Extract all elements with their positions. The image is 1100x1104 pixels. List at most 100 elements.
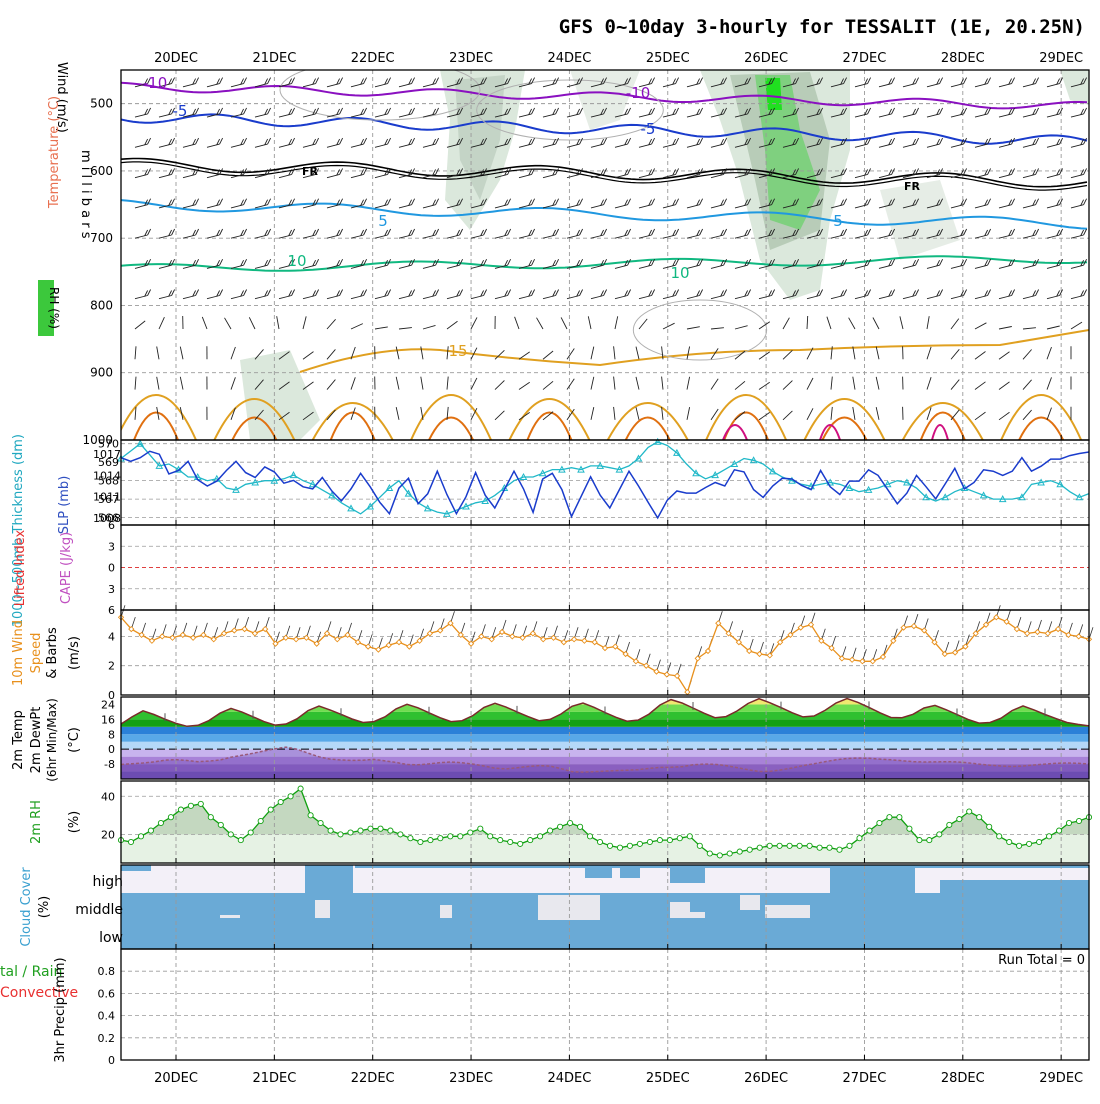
wind-barb-feather (556, 259, 559, 265)
wind-barb (975, 114, 988, 117)
wind-barb-feather (268, 138, 271, 144)
wind-barb (231, 144, 244, 147)
wind-barb-feather (940, 259, 943, 265)
wind-barb (543, 174, 556, 177)
wind-barb-feather (268, 199, 271, 205)
wind-barb (687, 377, 690, 390)
wind-speed-point (664, 672, 669, 677)
wind-barb (183, 84, 196, 87)
wind-barb (975, 174, 988, 177)
wind-barb (423, 235, 436, 238)
wind-barb (639, 205, 652, 208)
rh-point (597, 839, 602, 844)
precip-tick: 0.8 (98, 965, 116, 978)
rh-point (438, 836, 443, 841)
wind-barb (975, 323, 986, 329)
wind-barb (999, 114, 1012, 117)
rh-point (188, 803, 193, 808)
slp-axis-label: SLP (mb) (57, 476, 72, 535)
wind-speed-point (572, 637, 577, 642)
wind-barb-feather (1084, 108, 1087, 114)
wind-barb (711, 296, 724, 299)
rh-point (268, 807, 273, 812)
wind-barb-feather (892, 290, 895, 296)
wind-barb-feather (220, 108, 223, 114)
wind-barb (927, 377, 931, 389)
wind-barb (1071, 174, 1084, 177)
wind-barb (135, 235, 148, 238)
wind-barb (879, 144, 892, 147)
wind-barb (1047, 114, 1060, 117)
wind-barb (375, 144, 388, 147)
wind-barb (711, 265, 724, 268)
wind-barb (1047, 408, 1052, 420)
precip-tick: 0.6 (98, 987, 116, 1000)
wind-barb (591, 377, 594, 390)
wind-barb (471, 235, 484, 238)
slp-tick: 1014 (93, 469, 121, 482)
temp-band (121, 734, 1089, 741)
bottom-date-label: 23DEC (449, 1071, 493, 1086)
wind-barb (879, 296, 892, 299)
contour-15 (706, 395, 786, 440)
wind-barb-feather (844, 229, 847, 235)
wind-barb-feather (508, 199, 511, 205)
top-date-label: 26DEC (744, 51, 788, 66)
wind-barb (687, 114, 700, 117)
wind-barb (975, 265, 988, 268)
wind-barb (1071, 265, 1084, 268)
wind-barb-feather (172, 199, 175, 205)
rh-point (607, 843, 612, 848)
wind-barb-feather (532, 199, 535, 205)
wind-barb-feather (700, 290, 703, 296)
wind-speed-point (386, 643, 391, 648)
rh-point (248, 830, 253, 835)
wind-speed-point (1025, 631, 1030, 636)
wind-barb-feather (988, 78, 991, 84)
wind-speed-point (582, 638, 587, 643)
cloud-mid-gap (440, 905, 452, 918)
wind-barb-feather (532, 138, 535, 144)
wind-barb-feather (532, 229, 535, 235)
cloud-ylabels: Cloud Cover (%) high middle low (19, 867, 123, 947)
wind-barb (303, 352, 314, 360)
wind-barb (135, 346, 136, 359)
rh-point (138, 834, 143, 839)
rh-point (787, 843, 792, 848)
wind-barb-feather (556, 290, 559, 296)
wind-barb-feather (340, 229, 343, 235)
wind-speed-point (757, 652, 762, 657)
wind-speed-point (232, 628, 237, 633)
wind-barb (636, 377, 639, 390)
wind-barb-feather (964, 168, 967, 174)
wind-barb-feather (148, 229, 151, 235)
wind-ylabels: 10m Wind Speed & Barbs (m/s) (11, 620, 82, 686)
wind-barb-feather (1036, 78, 1039, 84)
temp-label-2: 2m DewPt (29, 707, 44, 774)
wind-barb-feather (652, 199, 655, 205)
wind-label-2: Speed (29, 633, 44, 674)
wind-barb (159, 296, 172, 299)
wind-speed-point (160, 634, 165, 639)
cloud-high-cell (830, 865, 915, 893)
wind-barb-feather (700, 138, 703, 144)
rh-point (767, 843, 772, 848)
wind-barb (207, 174, 220, 177)
wind-barb-feather (652, 168, 655, 174)
wind-barb (1047, 347, 1052, 359)
wind-barb (735, 412, 745, 420)
wind-barb-feather (364, 229, 367, 235)
wind-barb-feather (652, 290, 655, 296)
wind-barb (423, 205, 436, 208)
wind-barb-feather (148, 108, 151, 114)
rh-point (478, 826, 483, 831)
wind-barb (591, 205, 604, 208)
wind-barb-feather (532, 108, 535, 114)
wind-barb (519, 296, 532, 299)
wind-barb (543, 351, 553, 359)
rh-point (817, 845, 822, 850)
wind-barb (951, 349, 959, 359)
wind-barb-feather (340, 138, 343, 144)
rh-point (1057, 828, 1062, 833)
